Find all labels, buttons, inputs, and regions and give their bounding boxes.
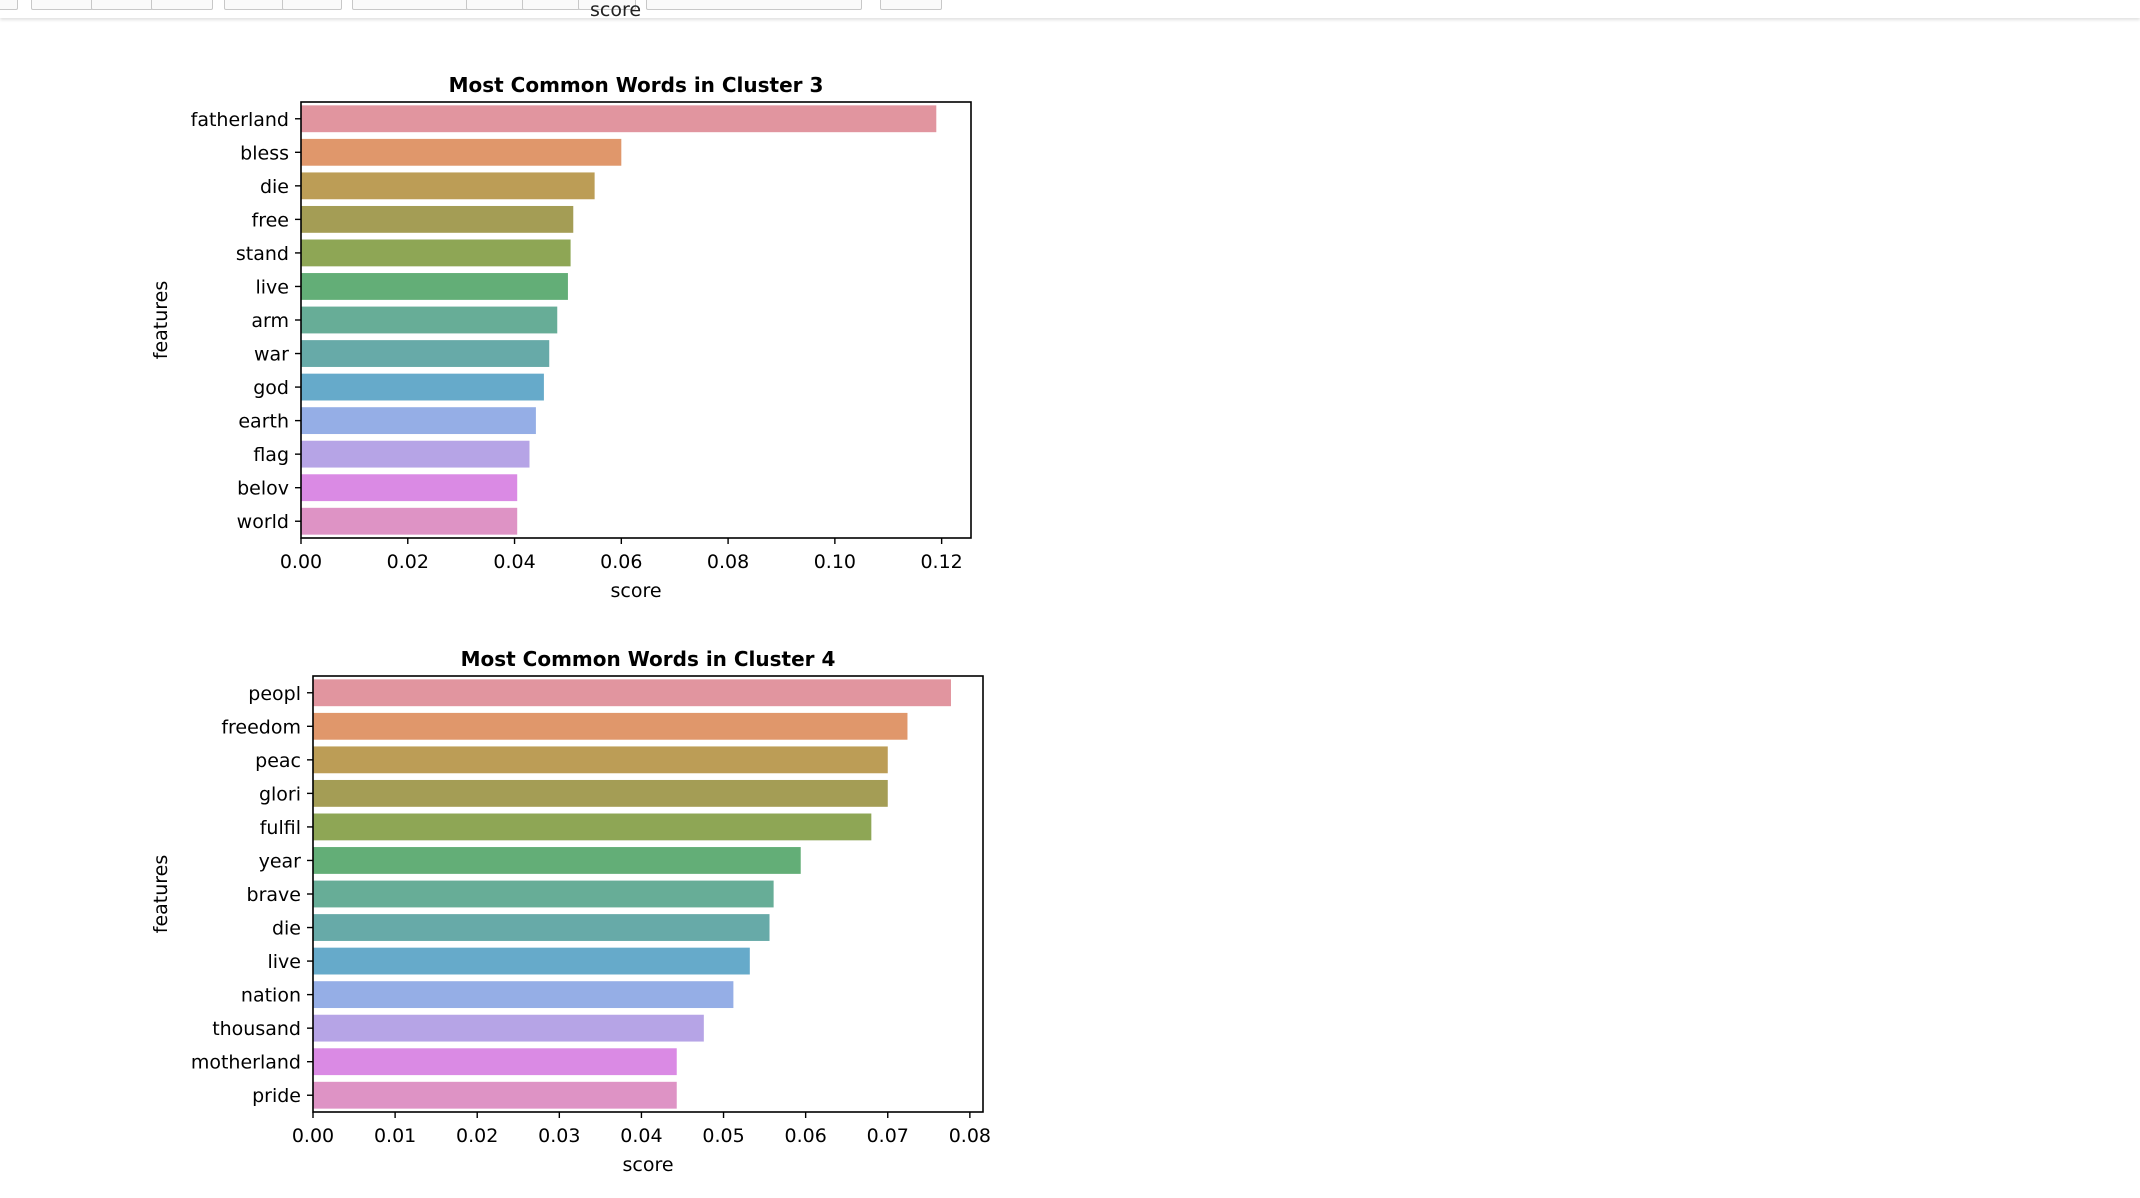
y-axis-label: features bbox=[150, 855, 172, 934]
y-tick-label: peopl bbox=[248, 683, 301, 705]
y-tick-label: flag bbox=[253, 444, 289, 466]
bar-arm bbox=[301, 306, 558, 334]
y-tick-label: glori bbox=[259, 783, 301, 805]
x-tick-label: 0.07 bbox=[867, 1125, 909, 1147]
x-tick-label: 0.02 bbox=[456, 1125, 498, 1147]
toolbar-button[interactable] bbox=[578, 0, 636, 10]
bar-thousand bbox=[313, 1014, 704, 1042]
bar-motherland bbox=[313, 1048, 677, 1076]
toolbar-button[interactable] bbox=[352, 0, 468, 10]
chart-cluster-4: Most Common Words in Cluster 4 peopl freed… bbox=[0, 634, 1100, 1198]
bar-die bbox=[313, 914, 770, 941]
bar-stand bbox=[301, 239, 571, 267]
bar-brave bbox=[313, 880, 774, 908]
toolbar-button[interactable] bbox=[0, 0, 18, 10]
toolbar-button[interactable] bbox=[646, 0, 862, 10]
bar-pride bbox=[313, 1081, 677, 1109]
x-tick-label: 0.08 bbox=[707, 551, 749, 573]
y-tick-label: god bbox=[253, 377, 289, 399]
x-tick-label: 0.08 bbox=[949, 1125, 991, 1147]
y-tick-label: world bbox=[237, 511, 289, 533]
y-tick-label: war bbox=[254, 344, 289, 366]
y-tick-label: bless bbox=[240, 142, 289, 164]
toolbar-button[interactable] bbox=[880, 0, 942, 10]
x-axis-label: score bbox=[622, 1154, 673, 1176]
y-tick-label: arm bbox=[251, 310, 289, 332]
bar-fatherland bbox=[301, 105, 937, 133]
x-tick-label: 0.10 bbox=[814, 551, 856, 573]
x-tick-label: 0.06 bbox=[784, 1125, 826, 1147]
y-tick-label: nation bbox=[241, 985, 301, 1007]
x-tick-label: 0.00 bbox=[292, 1125, 334, 1147]
y-tick-label: peac bbox=[255, 750, 301, 772]
previous-chart-xlabel: score bbox=[590, 2, 642, 18]
chart-cluster-4-svg: Most Common Words in Cluster 4 peopl freed… bbox=[150, 647, 991, 1176]
toolbar-button[interactable] bbox=[282, 0, 342, 10]
bar-nation bbox=[313, 981, 734, 1009]
toolbar-button[interactable] bbox=[91, 0, 153, 10]
x-tick-label: 0.04 bbox=[620, 1125, 662, 1147]
x-tick-label: 0.01 bbox=[374, 1125, 416, 1147]
bar-live bbox=[313, 947, 750, 975]
y-tick-label: thousand bbox=[212, 1018, 301, 1040]
bar-war bbox=[301, 340, 550, 367]
bar-peac bbox=[313, 746, 888, 774]
x-tick-label: 0.04 bbox=[493, 551, 535, 573]
x-axis-label: score bbox=[610, 580, 661, 602]
bar-bless bbox=[301, 138, 622, 166]
y-tick-label: motherland bbox=[191, 1052, 301, 1074]
y-tick-label: earth bbox=[238, 411, 289, 433]
y-tick-label: belov bbox=[237, 478, 289, 500]
chart-cluster-3: Most Common Words in Cluster 3 fatherland… bbox=[0, 60, 1100, 624]
y-tick-label: fulfil bbox=[260, 817, 301, 839]
x-tick-label: 0.00 bbox=[280, 551, 322, 573]
chart-title: Most Common Words in Cluster 3 bbox=[449, 73, 824, 97]
x-tick-label: 0.05 bbox=[702, 1125, 744, 1147]
bar-die bbox=[301, 172, 595, 200]
toolbar-button[interactable] bbox=[31, 0, 93, 10]
bar-flag bbox=[301, 440, 530, 468]
bar-live bbox=[301, 273, 568, 300]
y-tick-label: fatherland bbox=[191, 109, 289, 131]
bar-free bbox=[301, 205, 574, 233]
x-tick-label: 0.02 bbox=[387, 551, 429, 573]
y-tick-label: pride bbox=[252, 1085, 301, 1107]
y-tick-label: freedom bbox=[221, 716, 301, 738]
x-tick-label: 0.12 bbox=[920, 551, 962, 573]
chart-title: Most Common Words in Cluster 4 bbox=[461, 647, 836, 671]
y-tick-label: die bbox=[260, 176, 289, 198]
toolbar-button[interactable] bbox=[151, 0, 213, 10]
y-tick-label: die bbox=[272, 918, 301, 940]
bar-peopl bbox=[313, 679, 951, 707]
y-tick-label: brave bbox=[247, 884, 301, 906]
bar-freedom bbox=[313, 712, 908, 740]
chart-cluster-3-svg: Most Common Words in Cluster 3 fatherland… bbox=[150, 73, 972, 602]
x-tick-label: 0.06 bbox=[600, 551, 642, 573]
y-tick-label: free bbox=[252, 209, 289, 231]
y-tick-label: stand bbox=[236, 243, 289, 265]
toolbar-button[interactable] bbox=[466, 0, 524, 10]
y-tick-label: live bbox=[256, 276, 290, 298]
y-tick-label: live bbox=[268, 951, 302, 973]
x-tick-label: 0.03 bbox=[538, 1125, 580, 1147]
notebook-toolbar bbox=[0, 0, 2140, 18]
toolbar-button[interactable] bbox=[522, 0, 580, 10]
toolbar-button[interactable] bbox=[224, 0, 284, 10]
y-tick-label: year bbox=[259, 850, 302, 872]
bar-earth bbox=[301, 407, 536, 435]
bar-belov bbox=[301, 474, 518, 502]
bar-glori bbox=[313, 779, 888, 807]
bar-year bbox=[313, 847, 801, 874]
bar-god bbox=[301, 373, 544, 401]
bar-world bbox=[301, 507, 518, 535]
y-axis-label: features bbox=[150, 281, 172, 360]
bar-fulfil bbox=[313, 813, 872, 841]
